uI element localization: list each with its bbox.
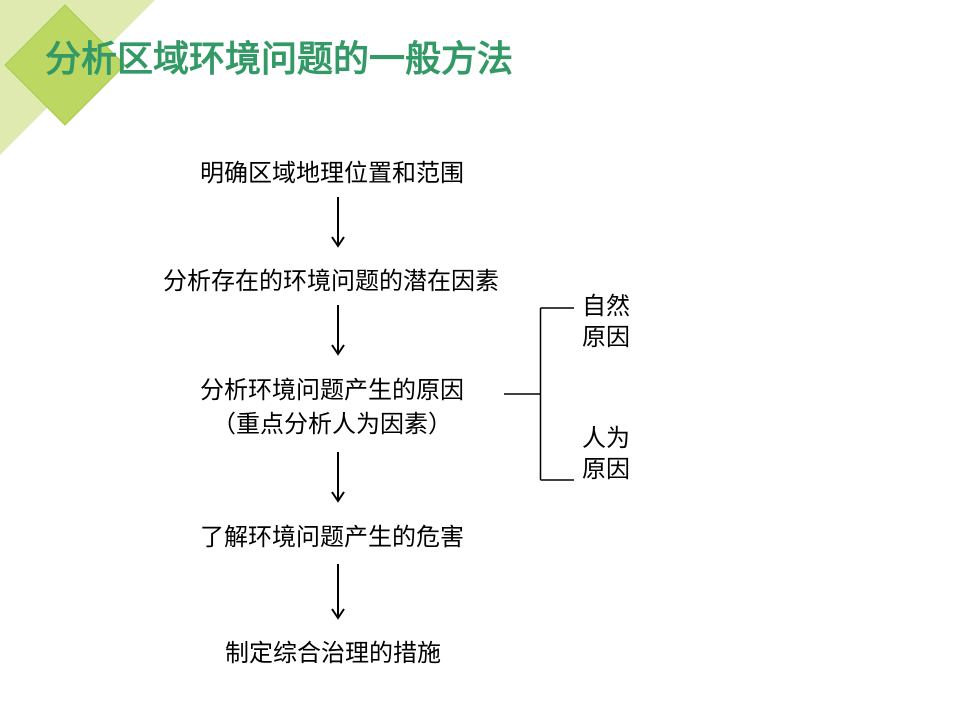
step-5: 制定综合治理的措施 bbox=[225, 638, 441, 672]
corner-decoration bbox=[0, 0, 180, 180]
step-3-main: 分析环境问题产生的原因 bbox=[200, 378, 464, 404]
step-1: 明确区域地理位置和范围 bbox=[200, 158, 464, 192]
arrow-2 bbox=[328, 303, 348, 365]
arrow-1 bbox=[328, 195, 348, 257]
branch-bracket bbox=[502, 302, 576, 486]
step-3: 分析环境问题产生的原因 （重点分析人为因素） bbox=[200, 375, 464, 442]
step-3-sub: （重点分析人为因素） bbox=[212, 412, 452, 438]
step-4: 了解环境问题产生的危害 bbox=[200, 522, 464, 556]
branch-human: 人为原因 bbox=[582, 424, 630, 486]
arrow-4 bbox=[328, 562, 348, 629]
step-2: 分析存在的环境问题的潜在因素 bbox=[163, 266, 499, 300]
branch-natural: 自然原因 bbox=[582, 292, 630, 354]
arrow-3 bbox=[328, 450, 348, 512]
page-title: 分析区域环境问题的一般方法 bbox=[45, 30, 513, 82]
